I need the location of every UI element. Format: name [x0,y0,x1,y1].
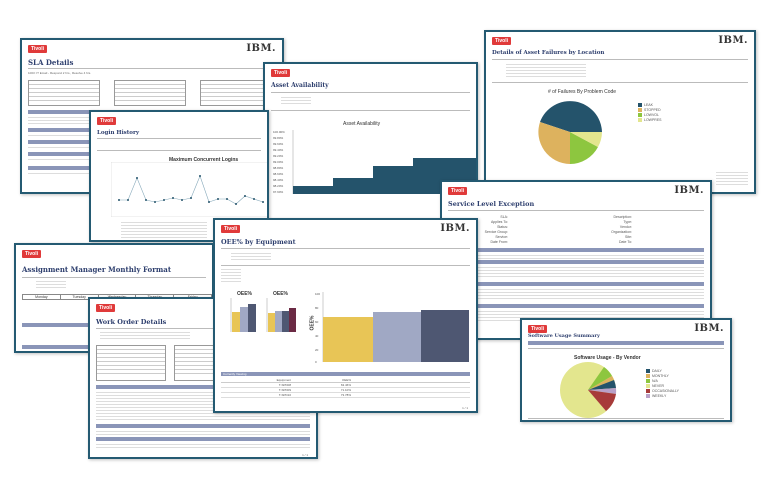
svg-text:0: 0 [315,360,317,364]
svg-text:99.20%: 99.20% [273,154,284,158]
table-row: T-SPD08 63.46% [221,383,470,388]
failures-pie-chart [538,101,602,164]
table-row: T-SPD09 71.10% [221,388,470,393]
ibm-logo: IBM. [246,43,276,54]
svg-text:98.60%: 98.60% [273,172,284,176]
chart-title: Maximum Concurrent Logins [169,157,239,163]
svg-text:99.00%: 99.00% [273,160,284,164]
report-title: Assignment Manager Monthly Format [22,265,172,274]
svg-text:98.20%: 98.20% [273,184,284,188]
software-usage-pie-chart [560,362,617,418]
report-title: Work Order Details [96,318,167,326]
report-title: Service Level Exception [448,200,535,208]
svg-text:98.80%: 98.80% [273,166,284,170]
tivoli-badge: Tivoli [448,187,467,195]
oee-bar-chart: 100 80 60 40 20 0 [315,292,469,364]
oee-by-equipment-report: Tivoli IBM. OEE% by Equipment OEE% OEE% … [213,218,478,413]
report-title: Asset Availability [271,82,329,89]
table-row: T-SPD10 73.78% [221,393,470,398]
svg-text:60: 60 [315,320,319,324]
svg-text:100: 100 [315,292,320,296]
software-usage-report: Tivoli IBM. Software Usage Summary Softw… [520,318,732,422]
report-title: Details of Asset Failures by Location [492,50,605,56]
chart-title: # of Failures By Problem Code [548,89,617,95]
failures-legend: LEAK STOPPED LOWVOL LOWPRES [638,102,662,122]
svg-text:80: 80 [315,306,319,310]
report-subtitle: 1003: IT Email - Respond 2 hrs., Resolve… [28,71,92,75]
asset-availability-report: Tivoli Asset Availability Asset Availabi… [263,62,478,242]
tivoli-badge: Tivoli [96,304,115,312]
chart-title: Software Usage - By Vendor [574,355,641,361]
chart-title: Asset Availability [343,121,381,127]
tivoli-badge: Tivoli [271,69,290,77]
report-title: Software Usage Summary [528,333,600,339]
day-monday: Monday [23,295,61,299]
tivoli-badge: Tivoli [528,325,547,333]
svg-text:99.80%: 99.80% [273,136,284,140]
svg-text:100.00%: 100.00% [273,130,285,134]
report-title: Login History [97,130,140,136]
availability-area-chart: 100.00% 99.80% 99.60% 99.40% 99.20% 99.00% 9… [273,130,476,194]
svg-text:99.60%: 99.60% [273,142,284,146]
tivoli-badge: Tivoli [22,250,41,258]
page-number: 1 / 1 [462,406,468,410]
oee-mini-chart-1 [230,298,256,332]
software-legend: DAILY MONTHLY N/A NEVER OCCASIONALLY WEE… [646,368,679,398]
svg-text:20: 20 [315,348,319,352]
tivoli-badge: Tivoli [28,45,47,53]
svg-text:40: 40 [315,334,319,338]
section-label: Currently Viewing [223,372,247,376]
tivoli-badge: Tivoli [221,225,240,233]
svg-text:97.90%: 97.90% [273,190,284,194]
report-title: SLA Details [28,58,74,67]
svg-text:99.40%: 99.40% [273,148,284,152]
asset-failures-report: Tivoli IBM. Details of Asset Failures by… [484,30,756,194]
ibm-logo: IBM. [674,185,704,196]
ibm-logo: IBM. [718,35,748,46]
tivoli-badge: Tivoli [97,117,116,125]
tivoli-badge: Tivoli [492,37,511,45]
report-title: OEE% by Equipment [221,238,296,246]
page-number: 1 / 1 [302,453,308,457]
ibm-logo: IBM. [440,223,470,234]
svg-text:98.40%: 98.40% [273,178,284,182]
concurrent-logins-line-chart [111,162,267,217]
service-level-exception-report: Tivoli IBM. Service Level Exception SLA:… [440,180,712,340]
oee-mini-chart-2 [266,298,296,332]
ibm-logo: IBM. [694,323,724,334]
